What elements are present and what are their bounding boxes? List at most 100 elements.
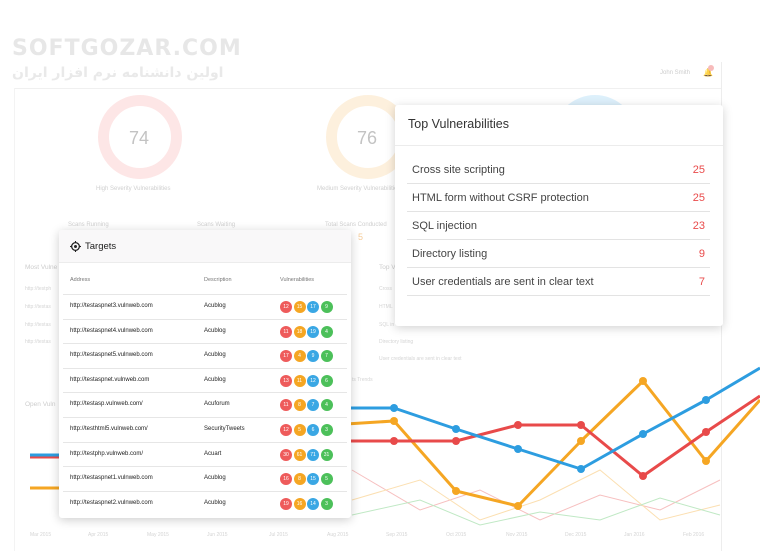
medium-badge: 8 <box>293 399 306 412</box>
target-address[interactable]: http://testaspnet1.vulnweb.com <box>70 475 153 482</box>
month-label: Jun 2015 <box>207 532 228 538</box>
high-badge: 12 <box>280 301 292 313</box>
target-address[interactable]: http://testaspnet.vulnweb.com <box>70 376 150 383</box>
card-title: Targets <box>85 241 117 252</box>
medium-badge: 5 <box>293 423 306 436</box>
month-label: Sep 2015 <box>386 532 408 538</box>
table-row[interactable]: http://testaspnet.vulnweb.com Acublog 13 11… <box>63 367 347 393</box>
bg-list-item: Cross <box>379 286 393 292</box>
notification-dot <box>708 65 714 71</box>
vulnerability-name: Cross site scripting <box>412 164 505 176</box>
divider <box>395 145 723 146</box>
data-point[interactable] <box>577 465 585 473</box>
data-point[interactable] <box>702 457 710 465</box>
vulnerability-row[interactable]: SQL injection 23 <box>407 212 710 240</box>
vulnerability-badges: 12 15 17 9 <box>280 301 333 313</box>
vulnerability-count: 7 <box>698 276 705 288</box>
column-header-description[interactable]: Description <box>204 277 232 283</box>
vulnerability-name: Directory listing <box>412 248 488 260</box>
table-row[interactable]: http://testphp.vulnweb.com/Acuart 30 61 71 3… <box>63 441 347 467</box>
vulnerability-list: Cross site scripting 25 HTML form withou… <box>407 156 710 296</box>
table-row[interactable]: http://testasp.vulnweb.com/Acuforum 11 8 7 4 <box>63 392 347 417</box>
info-badge: 3 <box>320 423 333 436</box>
low-badge: 7 <box>307 399 319 412</box>
table-row[interactable]: http://testaspnet3.vulnweb.com Acublog 12 1… <box>63 294 347 319</box>
info-badge: 7 <box>320 350 333 363</box>
bg-list-item: Directory listing <box>379 339 414 345</box>
data-point[interactable] <box>514 445 522 453</box>
data-point[interactable] <box>702 428 710 436</box>
info-badge: 31 <box>320 448 333 461</box>
data-point[interactable] <box>639 472 647 480</box>
data-point[interactable] <box>390 437 398 445</box>
data-point[interactable] <box>639 430 647 438</box>
scans-waiting-label: Scans Waiting <box>197 222 236 228</box>
table-row[interactable]: http://testaspnet1.vulnweb.com Acublog 16 8… <box>63 466 347 491</box>
vulnerability-row[interactable]: User credentials are sent in clear text … <box>407 268 710 296</box>
target-address[interactable]: http://testasp.vulnweb.com/ <box>70 401 143 408</box>
vulnerability-name: SQL injection <box>412 220 478 232</box>
data-point[interactable] <box>452 437 460 445</box>
vulnerability-badges: 19 16 14 3 <box>280 497 333 510</box>
target-address[interactable]: http://testaspnet5.vulnweb.com <box>70 352 153 359</box>
targets-card: Targets Address Description Vulnerabilit… <box>59 230 351 518</box>
data-point[interactable] <box>639 377 647 385</box>
medium-severity-label: Medium Severity Vulnerabilities <box>317 186 401 192</box>
data-point[interactable] <box>452 487 460 495</box>
data-point[interactable] <box>390 417 398 425</box>
info-badge: 4 <box>320 399 333 412</box>
table-row[interactable]: http://testaspnet4.vulnweb.com Acublog 11 1… <box>63 318 347 344</box>
target-address[interactable]: http://testaspnet2.vulnweb.com <box>70 499 153 506</box>
target-address[interactable]: http://testaspnet4.vulnweb.com <box>70 327 153 334</box>
background-series-line <box>351 469 721 521</box>
vulnerability-badges: 30 61 71 31 <box>280 448 333 461</box>
data-point[interactable] <box>514 502 522 510</box>
user-name[interactable]: John Smith <box>660 70 691 76</box>
card-title: Top Vulnerabilities <box>408 117 509 131</box>
month-label: Jul 2015 <box>269 532 288 538</box>
bell-icon[interactable]: 🔔 <box>703 68 713 77</box>
table-row[interactable]: http://testaspnet5.vulnweb.com Acublog 17 4… <box>63 343 347 368</box>
vulnerability-count: 9 <box>698 248 705 260</box>
target-address[interactable]: http://testphp.vulnweb.com/ <box>70 450 144 457</box>
target-description: SecurityTweets <box>204 425 245 432</box>
target-address[interactable]: http://testaspnet3.vulnweb.com <box>70 303 153 309</box>
column-header-vulnerabilities[interactable]: Vulnerabilities <box>280 277 315 283</box>
target-description: Acublog <box>204 376 226 383</box>
watermark: SOFTGOZAR.COM اولین دانشنامه نرم افزار ا… <box>12 36 242 81</box>
data-point[interactable] <box>702 396 710 404</box>
month-label: May 2015 <box>147 532 169 538</box>
data-point[interactable] <box>577 437 585 445</box>
vulnerability-badges: 11 8 7 4 <box>280 399 333 412</box>
target-description: Acuforum <box>204 401 230 408</box>
target-description: Acublog <box>204 352 226 359</box>
info-badge: 9 <box>320 301 333 313</box>
low-badge: 9 <box>307 350 319 363</box>
vulnerability-row[interactable]: HTML form without CSRF protection 25 <box>407 184 710 212</box>
open-vulns-title: Open Vuln <box>25 401 56 408</box>
table-row[interactable]: http://testaspnet2.vulnweb.com Acublog 19 1… <box>63 490 347 516</box>
bg-row: http://testas <box>25 322 51 328</box>
data-point[interactable] <box>514 421 522 429</box>
vulnerability-name: HTML form without CSRF protection <box>412 192 589 204</box>
divider <box>14 88 15 551</box>
data-point[interactable] <box>577 421 585 429</box>
column-header-address[interactable]: Address <box>70 277 91 283</box>
table-row[interactable]: http://testhtml5.vulnweb.com/SecurityTwe… <box>63 416 347 442</box>
background-series-line <box>351 497 721 526</box>
watermark-main: SOFTGOZAR.COM <box>12 36 242 61</box>
data-point[interactable] <box>452 425 460 433</box>
top-vulnerabilities-card: Top Vulnerabilities Cross site scripting… <box>395 105 723 326</box>
high-badge: 12 <box>280 423 292 436</box>
vulnerability-row[interactable]: Cross site scripting 25 <box>407 156 710 184</box>
medium-badge: 15 <box>293 301 306 313</box>
data-point[interactable] <box>390 404 398 412</box>
low-badge: 19 <box>307 325 319 338</box>
target-address[interactable]: http://testhtml5.vulnweb.com/ <box>70 425 148 432</box>
low-badge: 17 <box>307 301 319 313</box>
high-severity-label: High Severity Vulnerabilities <box>96 186 171 192</box>
scans-running-label: Scans Running <box>68 222 109 228</box>
vulnerability-row[interactable]: Directory listing 9 <box>407 240 710 268</box>
low-badge: 15 <box>307 473 319 486</box>
